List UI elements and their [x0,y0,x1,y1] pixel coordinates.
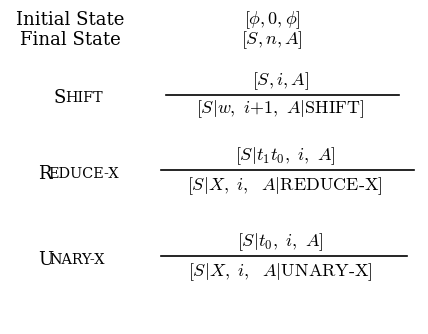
Text: NARY-X: NARY-X [49,253,104,267]
Text: $[S|X,\ i,\ \ A|\mathrm{REDUCE\text{-}X}]$: $[S|X,\ i,\ \ A|\mathrm{REDUCE\text{-}X}… [187,175,383,197]
Text: S: S [54,89,66,107]
Text: $[S|t_0,\ i,\ A]$: $[S|t_0,\ i,\ A]$ [237,231,324,253]
Text: $[S, n, A]$: $[S, n, A]$ [241,29,303,51]
Text: EDUCE-X: EDUCE-X [49,167,119,181]
Text: U: U [38,251,54,269]
Text: $[S|X,\ i,\ \ A|\mathrm{UNARY\text{-}X}]$: $[S|X,\ i,\ \ A|\mathrm{UNARY\text{-}X}]… [187,261,372,283]
Text: $[S, i, A]$: $[S, i, A]$ [252,70,309,92]
Text: R: R [38,165,51,183]
Text: Initial State: Initial State [16,11,125,29]
Text: $[S|w,\ i{+}1,\ A|\mathrm{SHIFT}]$: $[S|w,\ i{+}1,\ A|\mathrm{SHIFT}]$ [196,99,364,120]
Text: Final State: Final State [20,31,121,49]
Text: $[S|t_1t_0,\ i,\ A]$: $[S|t_1t_0,\ i,\ A]$ [235,145,335,167]
Text: $[\phi, 0, \phi]$: $[\phi, 0, \phi]$ [244,9,300,31]
Text: HIFT: HIFT [65,91,103,105]
